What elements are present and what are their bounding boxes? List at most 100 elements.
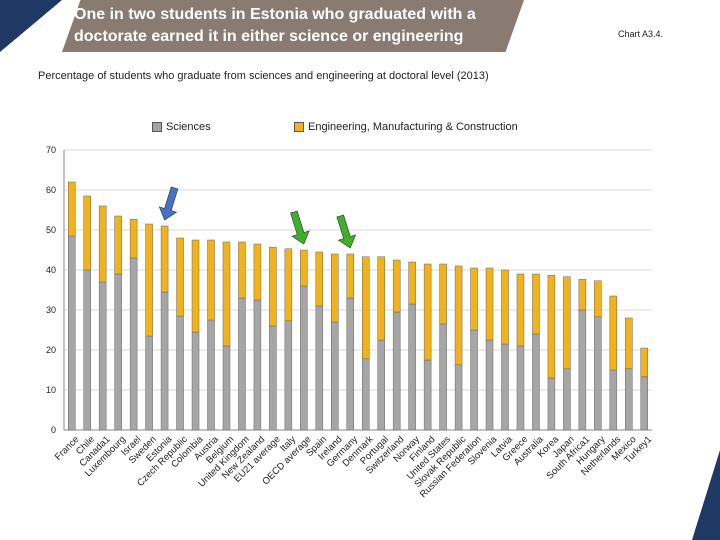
y-tick-label-30: 30 bbox=[46, 305, 56, 315]
bar-engineering-korea bbox=[547, 274, 556, 379]
y-tick-label-70: 70 bbox=[46, 145, 56, 155]
bar-engineering-united-kingdom bbox=[238, 241, 246, 299]
bar-sciences-canada1 bbox=[98, 281, 107, 431]
bar-sciences-switzerland bbox=[392, 311, 401, 431]
bar-engineering-estonia bbox=[160, 225, 169, 293]
bar-sciences-portugal bbox=[377, 339, 385, 431]
bar-sciences-czech-republic bbox=[176, 315, 184, 431]
corner-decoration-right bbox=[692, 450, 720, 540]
legend-label-sciences: Sciences bbox=[166, 121, 211, 133]
bar-engineering-australia bbox=[532, 273, 540, 335]
bar-engineering-israel bbox=[129, 218, 138, 259]
bar-engineering-finland bbox=[423, 263, 432, 361]
bar-engineering-belgium bbox=[222, 241, 231, 347]
bar-engineering-new-zealand bbox=[253, 243, 262, 301]
corner-decoration bbox=[0, 0, 62, 52]
bar-sciences-denmark bbox=[361, 358, 370, 431]
bar-engineering-eu21-average bbox=[269, 246, 277, 327]
bar-engineering-mexico bbox=[625, 317, 633, 370]
bar-sciences-new-zealand bbox=[253, 299, 262, 431]
bar-engineering-switzerland bbox=[392, 259, 401, 313]
bar-sciences-united-kingdom bbox=[238, 297, 246, 431]
bar-engineering-luxembourg bbox=[114, 215, 122, 275]
bar-engineering-canada1 bbox=[98, 205, 107, 283]
legend-label-engineering: Engineering, Manufacturing & Constructio… bbox=[308, 121, 518, 133]
y-tick-label-40: 40 bbox=[46, 265, 56, 275]
legend-engineering: Engineering, Manufacturing & Constructio… bbox=[294, 121, 518, 133]
y-tick-label-50: 50 bbox=[46, 225, 56, 235]
bar-engineering-south-africa1 bbox=[578, 278, 587, 311]
bar-sciences-australia bbox=[532, 333, 540, 431]
bar-sciences-korea bbox=[547, 377, 556, 431]
bar-engineering-netherlands bbox=[609, 295, 618, 371]
bar-engineering-colombia bbox=[191, 239, 200, 333]
bar-engineering-ireland bbox=[331, 253, 339, 323]
bar-sciences-chile bbox=[83, 269, 91, 431]
bar-sciences-spain bbox=[315, 305, 324, 431]
bar-sciences-estonia bbox=[160, 291, 169, 431]
bar-sciences-france bbox=[67, 235, 76, 431]
bar-sciences-colombia bbox=[191, 331, 200, 431]
annotation-arrow-oecd-average bbox=[290, 210, 310, 245]
bar-sciences-latvia bbox=[501, 343, 509, 431]
bar-sciences-mexico bbox=[625, 368, 633, 431]
bar-engineering-chile bbox=[83, 195, 91, 271]
bar-engineering-turkey1 bbox=[640, 347, 649, 378]
page-title: One in two students in Estonia who gradu… bbox=[74, 6, 476, 45]
bar-engineering-spain bbox=[315, 251, 324, 307]
bar-engineering-germany bbox=[346, 253, 355, 299]
bar-engineering-slovenia bbox=[485, 267, 494, 341]
bar-engineering-greece bbox=[516, 273, 525, 347]
bar-sciences-turkey1 bbox=[640, 376, 649, 431]
bar-engineering-norway bbox=[408, 261, 416, 305]
bar-sciences-greece bbox=[516, 345, 525, 431]
y-tick-label-0: 0 bbox=[51, 425, 56, 435]
bar-engineering-italy bbox=[284, 248, 293, 322]
chart-subtitle: Percentage of students who graduate from… bbox=[38, 70, 489, 82]
chart-reference: Chart A3.4. bbox=[618, 29, 664, 39]
bar-sciences-netherlands bbox=[609, 369, 618, 431]
bar-engineering-denmark bbox=[361, 256, 370, 360]
bar-sciences-norway bbox=[408, 303, 416, 431]
bar-sciences-eu21-average bbox=[269, 325, 277, 431]
bar-sciences-hungary bbox=[594, 316, 602, 431]
y-tick-label-60: 60 bbox=[46, 185, 56, 195]
bar-engineering-oecd-average bbox=[300, 249, 308, 287]
bar-sciences-italy bbox=[284, 320, 293, 431]
legend-swatch-sciences bbox=[152, 122, 162, 132]
bar-engineering-united-states bbox=[439, 263, 447, 325]
bar-engineering-czech-republic bbox=[176, 237, 184, 317]
bar-engineering-sweden bbox=[145, 223, 153, 337]
bar-sciences-luxembourg bbox=[114, 273, 122, 431]
title-banner bbox=[62, 0, 524, 52]
bar-engineering-slovak-republic bbox=[454, 265, 463, 366]
bar-sciences-oecd-average bbox=[300, 285, 308, 431]
bar-engineering-hungary bbox=[594, 280, 602, 318]
bar-sciences-south-africa1 bbox=[578, 309, 587, 431]
bar-sciences-germany bbox=[346, 297, 355, 431]
bar-sciences-austria bbox=[207, 319, 215, 431]
bar-engineering-russian-federation bbox=[470, 267, 478, 331]
bar-sciences-united-states bbox=[439, 323, 447, 431]
bar-sciences-japan bbox=[563, 368, 571, 431]
legend-sciences: Sciences bbox=[152, 121, 211, 133]
y-tick-label-20: 20 bbox=[46, 345, 56, 355]
bar-sciences-sweden bbox=[145, 335, 153, 431]
bar-sciences-slovenia bbox=[485, 339, 494, 431]
bar-sciences-israel bbox=[129, 257, 138, 431]
bar-sciences-finland bbox=[423, 359, 432, 431]
y-tick-label-10: 10 bbox=[46, 385, 56, 395]
bar-sciences-ireland bbox=[331, 321, 339, 431]
bar-engineering-portugal bbox=[377, 256, 385, 341]
bar-engineering-japan bbox=[563, 276, 571, 370]
annotation-arrow-germany bbox=[336, 214, 357, 249]
bar-sciences-belgium bbox=[222, 345, 231, 431]
legend-swatch-engineering bbox=[294, 122, 304, 132]
bar-engineering-france bbox=[67, 181, 76, 237]
bar-sciences-slovak-republic bbox=[454, 364, 463, 431]
bar-engineering-latvia bbox=[501, 269, 509, 345]
bar-sciences-russian-federation bbox=[470, 329, 478, 431]
bar-engineering-austria bbox=[207, 239, 215, 321]
annotation-arrow-estonia bbox=[158, 186, 179, 221]
